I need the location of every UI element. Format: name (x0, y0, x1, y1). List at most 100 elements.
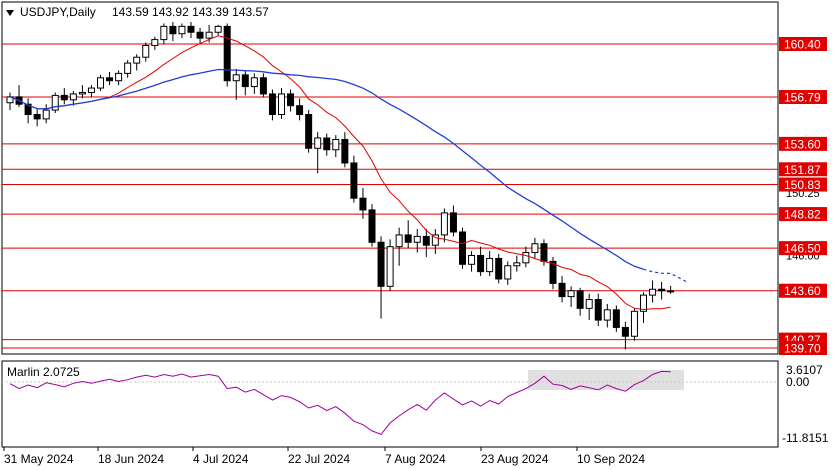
candle (667, 286, 675, 294)
candle (576, 287, 584, 316)
candle (323, 133, 331, 156)
candle-body (658, 288, 666, 292)
candle (377, 236, 385, 319)
candle (296, 98, 304, 121)
candle (223, 23, 231, 87)
candle (60, 88, 68, 105)
candle (305, 110, 313, 153)
slow-ma-projection (643, 268, 690, 284)
candle (241, 70, 249, 96)
candle (196, 27, 204, 44)
candle (6, 92, 14, 111)
candle-body (160, 25, 168, 41)
candle-body (6, 96, 14, 104)
candle (621, 321, 629, 350)
candle (649, 280, 657, 303)
candle (97, 74, 104, 91)
candle (413, 229, 421, 253)
candle (169, 21, 177, 42)
candle-body (97, 77, 104, 89)
x-tick-label: 23 Aug 2024 (481, 452, 549, 466)
candle-body (259, 77, 267, 95)
candle-body (594, 299, 602, 321)
candle (69, 90, 77, 106)
candle (549, 256, 557, 290)
indicator-panel: Marlin 2.0725 3.6107 0.00 -11.8151 (1, 360, 829, 448)
candle (115, 70, 123, 86)
candle (178, 23, 186, 39)
candle-body (314, 137, 322, 149)
candle (495, 254, 503, 284)
candle-body (178, 25, 186, 35)
candle-body (232, 74, 240, 82)
candle (278, 88, 285, 119)
level-label-bg (779, 37, 827, 51)
candle-body (386, 246, 394, 287)
candle-body (558, 282, 566, 298)
candle (142, 42, 150, 62)
oscillator-line (9, 370, 671, 435)
level-label: 150.83 (784, 178, 821, 192)
candle-body (51, 94, 59, 111)
level-label-bg (779, 90, 827, 105)
candle (585, 293, 593, 321)
level-label-bg (779, 177, 827, 192)
candle (468, 251, 476, 272)
slow-ma-line (9, 68, 644, 270)
candle (160, 23, 168, 44)
candle-body (449, 212, 457, 233)
candle-body (621, 326, 629, 337)
candle (187, 21, 195, 39)
candle-body (87, 87, 95, 93)
candle-body (133, 56, 141, 64)
candle-body (504, 265, 512, 280)
candle (287, 89, 295, 112)
menu-triangle-icon[interactable] (6, 10, 14, 16)
candle (24, 98, 32, 124)
candle (603, 303, 611, 328)
candle (314, 132, 322, 174)
fast-ma-line (9, 35, 671, 311)
candle (395, 227, 403, 266)
candle-body (359, 197, 367, 211)
candle (522, 246, 530, 268)
indicator-min-label: -11.8151 (782, 431, 829, 445)
candle-body (341, 138, 349, 164)
candle (78, 85, 86, 99)
symbol-label: USDJPY,Daily (20, 5, 96, 19)
candle (51, 92, 59, 114)
candle-body (612, 309, 620, 328)
candle-body (106, 77, 114, 82)
level-label-bg (779, 241, 827, 256)
candle-body (486, 257, 494, 273)
candle-body (440, 212, 448, 236)
candle (259, 73, 267, 97)
oscillator-band (528, 370, 684, 390)
x-axis: 31 May 2024 18 Jun 2024 4 Jul 2024 22 Jul 2… (3, 447, 645, 466)
candle (268, 89, 276, 121)
candle-body (603, 309, 611, 321)
candle-body (630, 310, 638, 337)
candle-body (169, 25, 177, 35)
candle-body (205, 31, 213, 39)
level-lines (2, 43, 778, 349)
candle (214, 24, 222, 36)
candle-body (223, 25, 231, 82)
candle-body (459, 231, 466, 265)
candle-body (585, 299, 593, 309)
candle-body (468, 254, 476, 265)
level-label: 139.70 (784, 342, 821, 356)
x-tick-label: 31 May 2024 (4, 452, 74, 466)
candle (250, 73, 258, 94)
x-tick-label: 22 Jul 2024 (288, 452, 350, 466)
candle (422, 229, 430, 257)
candle (459, 227, 466, 269)
candle-body (377, 241, 385, 287)
candle (359, 187, 367, 219)
candle-body (296, 105, 304, 115)
level-label: 146.50 (784, 242, 821, 256)
candle-body (567, 290, 575, 298)
candle (124, 60, 132, 78)
candle-body (151, 39, 159, 46)
x-tick-label: 10 Sep 2024 (577, 452, 645, 466)
